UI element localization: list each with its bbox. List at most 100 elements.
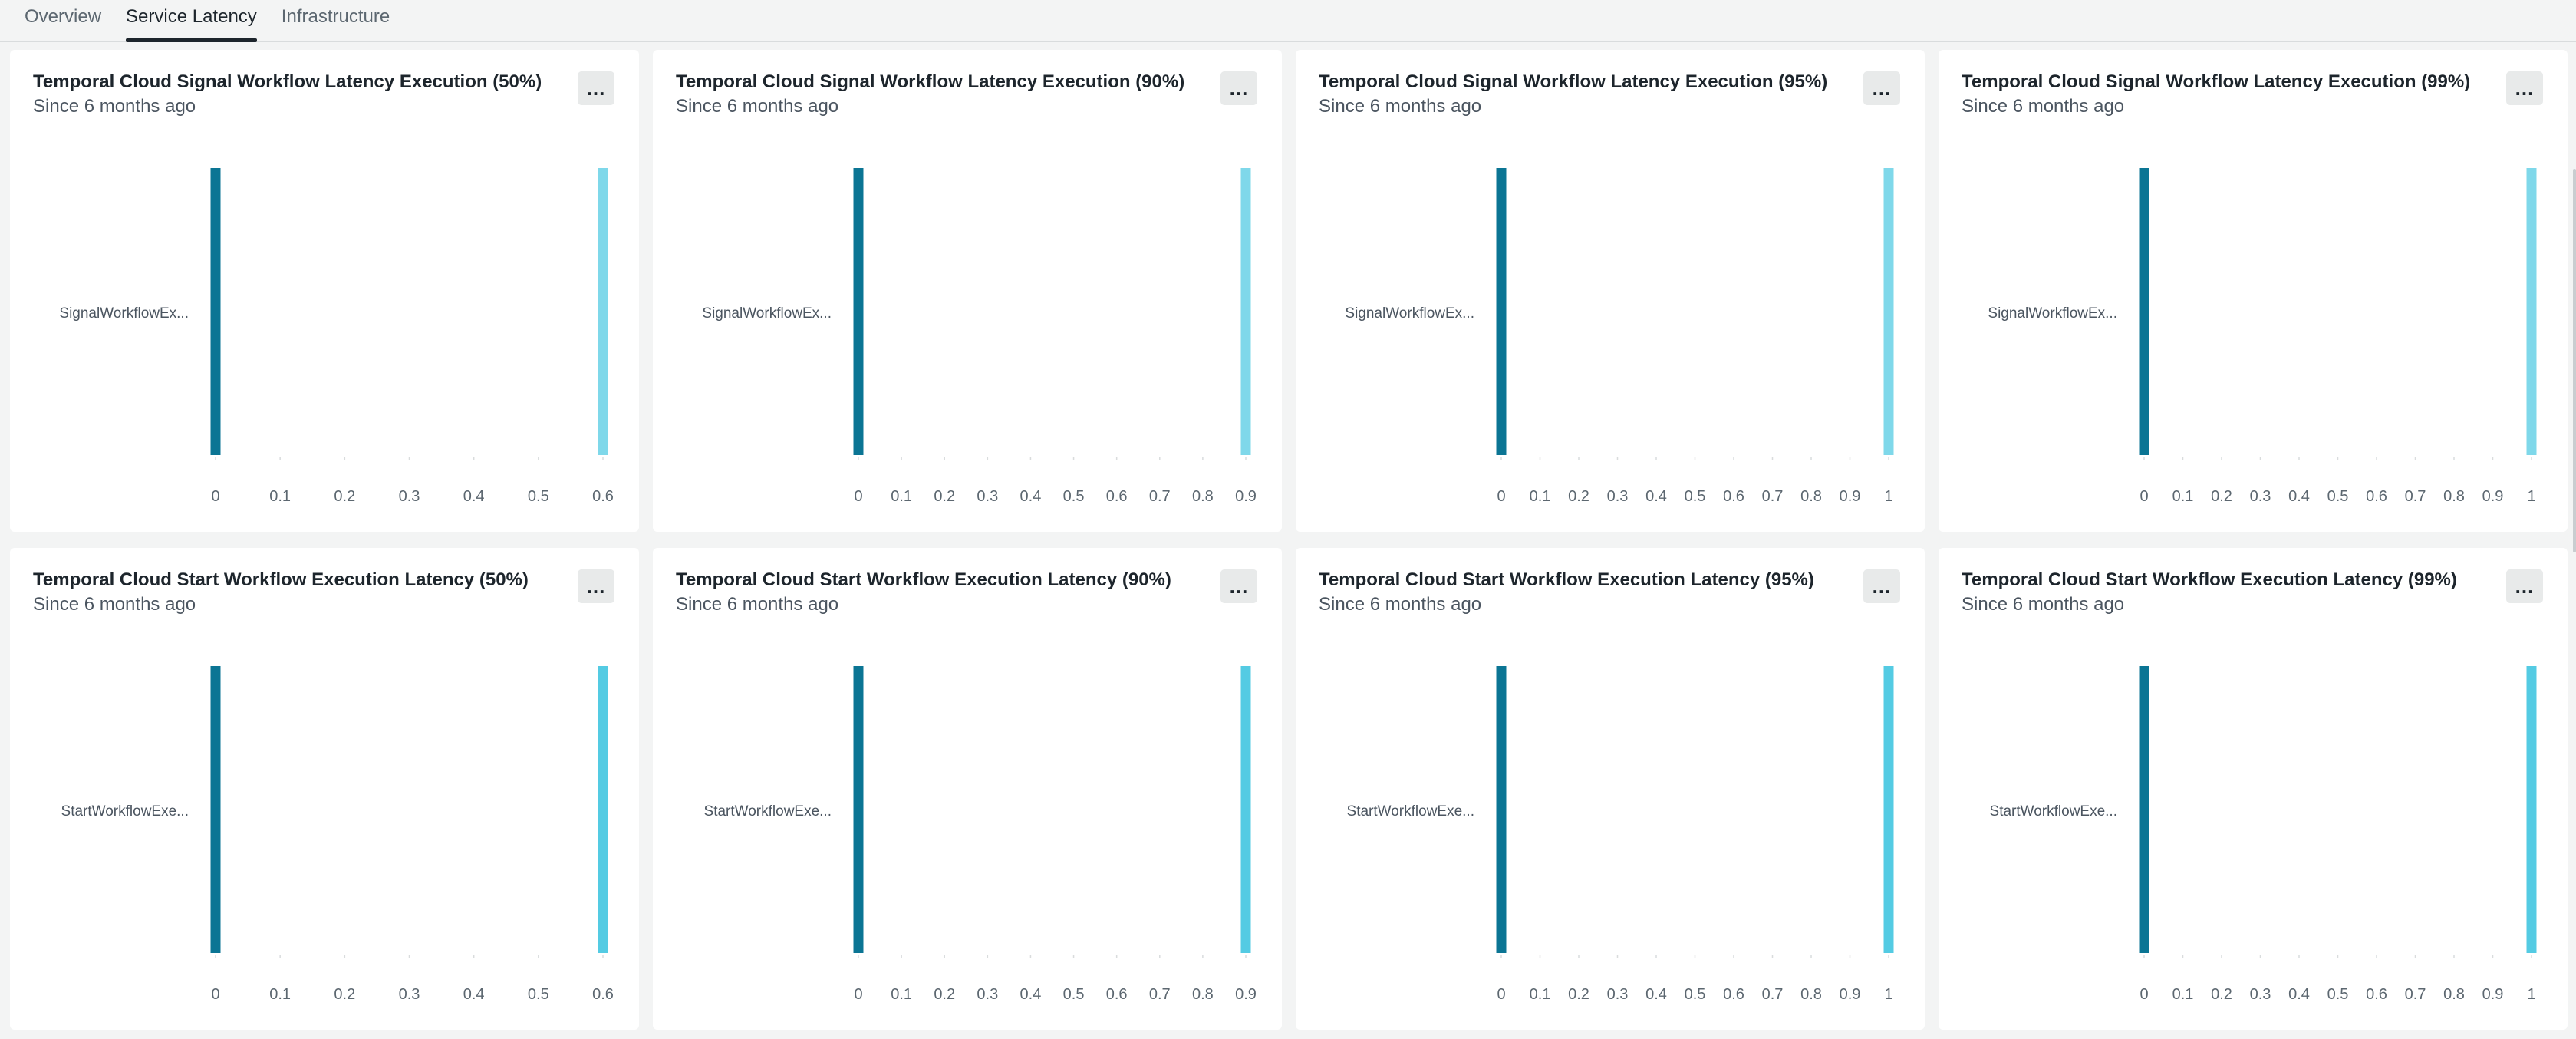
panel-title: Temporal Cloud Signal Workflow Latency E…	[1319, 71, 1828, 92]
x-tick-label: 0.3	[1607, 986, 1629, 1003]
category-label: StartWorkflowExe...	[61, 803, 189, 820]
panel-title: Temporal Cloud Signal Workflow Latency E…	[1962, 71, 2471, 92]
x-tick-label: 0.8	[2443, 488, 2465, 505]
x-tick-label: 0.6	[1723, 488, 1744, 505]
panel-subtitle: Since 6 months ago	[1962, 96, 2125, 117]
bar-series-2	[1883, 666, 1894, 953]
x-tick-label: 0.1	[1530, 986, 1551, 1003]
x-tick-label: 0.6	[592, 488, 614, 505]
x-tick-label: 0.7	[1149, 488, 1171, 505]
x-tick-label: 0.8	[1192, 488, 1214, 505]
panel-menu-button[interactable]: ...	[1863, 569, 1900, 603]
panel-menu-button[interactable]: ...	[578, 71, 614, 105]
x-tick-label: 0.5	[1685, 986, 1706, 1003]
x-tick-label: 0.7	[1149, 986, 1171, 1003]
x-tick-label: 0.7	[2405, 488, 2426, 505]
x-tick-label: 0	[2140, 986, 2148, 1003]
x-tick-label: 0.5	[2327, 986, 2349, 1003]
x-tick-label: 0.2	[1568, 488, 1589, 505]
panel-menu-button[interactable]: ...	[1863, 71, 1900, 105]
bar-chart: StartWorkflowExe... 0 0.1 0.2 0.3 0.4 0.5 0.6 0.…	[1990, 666, 2537, 1003]
x-tick-label: 0	[854, 986, 862, 1003]
category-label: StartWorkflowExe...	[1990, 803, 2117, 820]
x-tick-label: 0.9	[2482, 488, 2504, 505]
x-tick-label: 0.1	[269, 986, 291, 1003]
panel-menu-button[interactable]: ...	[2506, 569, 2543, 603]
x-tick-label: 0.9	[1840, 986, 1861, 1003]
x-tick-label: 0.1	[891, 986, 912, 1003]
panel-subtitle: Since 6 months ago	[676, 594, 839, 615]
tab-service-latency[interactable]: Service Latency	[126, 0, 257, 42]
x-tick-label: 0.5	[2327, 488, 2349, 505]
x-tick-label: 0.5	[1063, 488, 1085, 505]
category-label: SignalWorkflowEx...	[59, 305, 189, 322]
x-tick-label: 0.6	[2366, 986, 2387, 1003]
tab-bar: Overview Service Latency Infrastructure	[0, 0, 2576, 42]
x-tick-label: 0.6	[1106, 488, 1128, 505]
bar-series-2	[1240, 666, 1251, 953]
bar-chart: SignalWorkflowEx... 0 0.1 0.2 0.3 0.4 0.5 0.6 0.…	[1345, 168, 1894, 505]
category-label: SignalWorkflowEx...	[1988, 305, 2117, 322]
x-tick-label: 0.6	[592, 986, 614, 1003]
tab-overview[interactable]: Overview	[25, 6, 102, 27]
x-tick-label: 1	[2527, 986, 2535, 1003]
panel-title: Temporal Cloud Start Workflow Execution …	[33, 569, 529, 590]
x-tick-label: 0.4	[1645, 488, 1667, 505]
bar-series-2	[1883, 168, 1894, 455]
x-tick-label: 0.9	[1235, 488, 1257, 505]
x-tick-label: 0.9	[1840, 488, 1861, 505]
x-tick-label: 0.1	[891, 488, 912, 505]
panel-subtitle: Since 6 months ago	[33, 96, 196, 117]
dashboard-panel: Temporal Cloud Start Workflow Execution …	[653, 548, 1282, 1030]
x-tick-label: 0.1	[1530, 488, 1551, 505]
bar-series-1	[853, 666, 864, 953]
panel-title: Temporal Cloud Start Workflow Execution …	[1962, 569, 2457, 590]
x-tick-label: 0.4	[1645, 986, 1667, 1003]
x-tick-label: 0.3	[977, 986, 998, 1003]
scrollbar[interactable]	[2573, 169, 2576, 552]
bar-series-1	[853, 168, 864, 455]
panel-title: Temporal Cloud Signal Workflow Latency E…	[676, 71, 1185, 92]
dashboard-panel: Temporal Cloud Start Workflow Execution …	[1296, 548, 1925, 1030]
bar-series-1	[2139, 168, 2149, 455]
x-tick-label: 0.3	[977, 488, 998, 505]
category-label: SignalWorkflowEx...	[702, 305, 832, 322]
panel-menu-button[interactable]: ...	[578, 569, 614, 603]
panel-menu-button[interactable]: ...	[1220, 569, 1257, 603]
panel-menu-button[interactable]: ...	[2506, 71, 2543, 105]
bar-chart: SignalWorkflowEx... 0 0.1 0.2 0.3 0.4 0.5 0.6	[59, 168, 614, 505]
x-tick-label: 0.7	[1762, 488, 1784, 505]
tab-infrastructure[interactable]: Infrastructure	[281, 6, 390, 27]
x-tick-label: 0.4	[2288, 986, 2310, 1003]
dashboard-panel: Temporal Cloud Signal Workflow Latency E…	[1296, 50, 1925, 532]
x-tick-label: 1	[1884, 488, 1892, 505]
bar-series-2	[598, 666, 608, 953]
x-tick-label: 0.3	[2250, 488, 2271, 505]
dashboard-grid: Temporal Cloud Signal Workflow Latency E…	[10, 50, 2568, 1032]
category-label: StartWorkflowExe...	[704, 803, 832, 820]
x-tick-label: 1	[2527, 488, 2535, 505]
x-tick-label: 0.3	[399, 986, 420, 1003]
bar-series-2	[2526, 666, 2537, 953]
bar-series-1	[1496, 168, 1507, 455]
panel-subtitle: Since 6 months ago	[1319, 594, 1482, 615]
bar-series-1	[2139, 666, 2149, 953]
x-tick-label: 0	[1497, 488, 1505, 505]
bar-chart: SignalWorkflowEx... 0 0.1 0.2 0.3 0.4 0.5 0.6 0.…	[1988, 168, 2537, 505]
bar-chart: StartWorkflowExe... 0 0.1 0.2 0.3 0.4 0.5 0.6 0.…	[704, 666, 1257, 1003]
x-tick-label: 0.5	[528, 986, 549, 1003]
x-tick-label: 0.5	[528, 488, 549, 505]
x-tick-label: 0.2	[334, 986, 355, 1003]
panel-subtitle: Since 6 months ago	[676, 96, 839, 117]
bar-series-2	[1240, 168, 1251, 455]
panel-menu-button[interactable]: ...	[1220, 71, 1257, 105]
x-tick-label: 0.7	[1762, 986, 1784, 1003]
x-tick-label: 0.2	[934, 488, 955, 505]
panel-title: Temporal Cloud Start Workflow Execution …	[676, 569, 1171, 590]
x-tick-label: 0.4	[2288, 488, 2310, 505]
x-tick-label: 0.8	[2443, 986, 2465, 1003]
x-tick-label: 0.4	[463, 488, 485, 505]
x-tick-label: 0.8	[1800, 488, 1822, 505]
panel-title: Temporal Cloud Start Workflow Execution …	[1319, 569, 1814, 590]
bar-series-2	[598, 168, 608, 455]
